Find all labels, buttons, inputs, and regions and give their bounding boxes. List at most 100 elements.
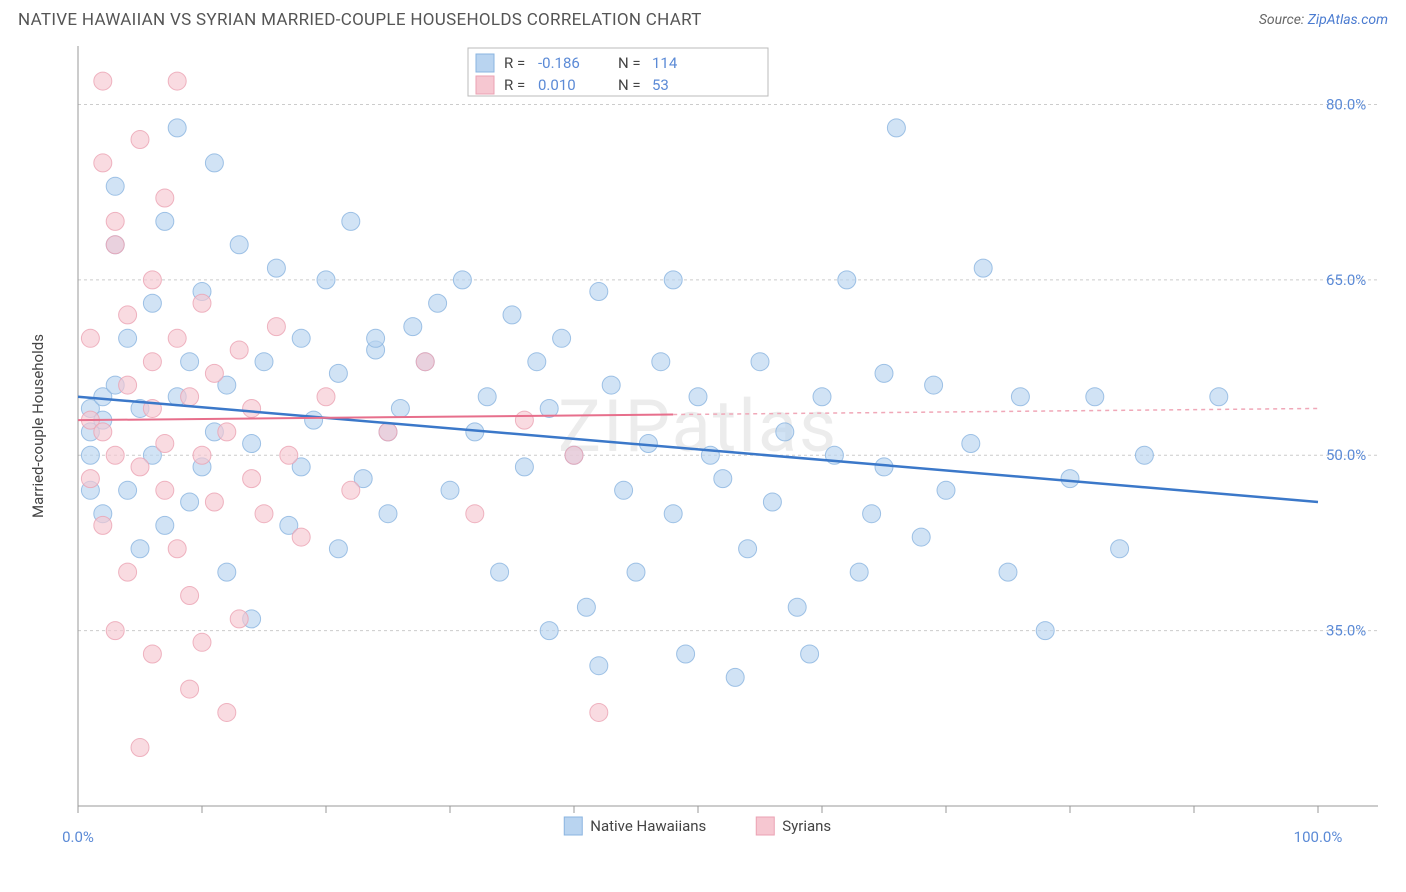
data-point: [81, 470, 99, 488]
data-point: [1086, 388, 1104, 406]
svg-text:N =: N =: [618, 76, 641, 94]
data-point: [515, 458, 533, 476]
data-point: [168, 329, 186, 347]
data-point: [850, 563, 868, 581]
data-point: [193, 294, 211, 312]
data-point: [329, 540, 347, 558]
svg-text:65.0%: 65.0%: [1326, 271, 1366, 289]
data-point: [515, 411, 533, 429]
data-point: [119, 376, 137, 394]
data-point: [379, 505, 397, 523]
data-point: [677, 645, 695, 663]
data-point: [106, 236, 124, 254]
data-point: [466, 505, 484, 523]
data-point: [193, 446, 211, 464]
data-point: [119, 329, 137, 347]
data-point: [94, 72, 112, 90]
data-point: [305, 411, 323, 429]
data-point: [441, 481, 459, 499]
data-point: [342, 481, 360, 499]
data-point: [887, 119, 905, 137]
data-point: [1011, 388, 1029, 406]
data-point: [131, 458, 149, 476]
data-point: [156, 481, 174, 499]
data-point: [143, 353, 161, 371]
svg-text:0.010: 0.010: [538, 76, 576, 94]
data-point: [205, 364, 223, 382]
svg-text:R =: R =: [504, 76, 525, 94]
data-point: [205, 154, 223, 172]
data-point: [763, 493, 781, 511]
data-point: [156, 189, 174, 207]
data-point: [1210, 388, 1228, 406]
data-point: [168, 540, 186, 558]
data-point: [131, 739, 149, 757]
svg-text:R =: R =: [504, 54, 525, 72]
data-point: [999, 563, 1017, 581]
data-point: [292, 528, 310, 546]
data-point: [590, 657, 608, 675]
svg-text:50.0%: 50.0%: [1326, 446, 1366, 464]
data-point: [243, 399, 261, 417]
data-point: [739, 540, 757, 558]
data-point: [181, 353, 199, 371]
data-point: [81, 329, 99, 347]
data-point: [491, 563, 509, 581]
data-point: [156, 435, 174, 453]
data-point: [602, 376, 620, 394]
data-point: [714, 470, 732, 488]
data-point: [553, 329, 571, 347]
data-point: [255, 505, 273, 523]
data-point: [726, 668, 744, 686]
data-point: [267, 259, 285, 277]
correlation-scatter-chart: ZIPatlas35.0%50.0%65.0%80.0%0.0%100.0%Ma…: [18, 36, 1388, 856]
svg-text:-0.186: -0.186: [538, 54, 580, 72]
data-point: [404, 318, 422, 336]
data-point: [540, 622, 558, 640]
svg-text:0.0%: 0.0%: [62, 828, 94, 846]
data-point: [478, 388, 496, 406]
data-point: [94, 154, 112, 172]
data-point: [106, 212, 124, 230]
data-point: [230, 236, 248, 254]
data-point: [119, 306, 137, 324]
source-attribution: Source: ZipAtlas.com: [1259, 12, 1388, 28]
data-point: [689, 388, 707, 406]
data-point: [342, 212, 360, 230]
data-point: [143, 271, 161, 289]
data-point: [590, 283, 608, 301]
data-point: [218, 563, 236, 581]
data-point: [615, 481, 633, 499]
data-point: [503, 306, 521, 324]
data-point: [652, 353, 670, 371]
data-point: [1036, 622, 1054, 640]
data-point: [962, 435, 980, 453]
data-point: [218, 703, 236, 721]
data-point: [1061, 470, 1079, 488]
data-point: [181, 587, 199, 605]
source-link[interactable]: ZipAtlas.com: [1308, 12, 1388, 28]
svg-text:53: 53: [652, 76, 669, 94]
svg-text:35.0%: 35.0%: [1326, 622, 1366, 640]
data-point: [143, 294, 161, 312]
data-point: [168, 72, 186, 90]
data-point: [776, 423, 794, 441]
data-point: [379, 423, 397, 441]
data-point: [230, 610, 248, 628]
data-point: [193, 633, 211, 651]
data-point: [317, 388, 335, 406]
data-point: [81, 446, 99, 464]
data-point: [106, 622, 124, 640]
data-point: [453, 271, 471, 289]
data-point: [243, 435, 261, 453]
data-point: [94, 516, 112, 534]
svg-text:114: 114: [652, 54, 678, 72]
data-point: [416, 353, 434, 371]
svg-text:N =: N =: [618, 54, 641, 72]
data-point: [168, 119, 186, 137]
data-point: [391, 399, 409, 417]
data-point: [119, 481, 137, 499]
data-point: [255, 353, 273, 371]
data-point: [863, 505, 881, 523]
data-point: [813, 388, 831, 406]
